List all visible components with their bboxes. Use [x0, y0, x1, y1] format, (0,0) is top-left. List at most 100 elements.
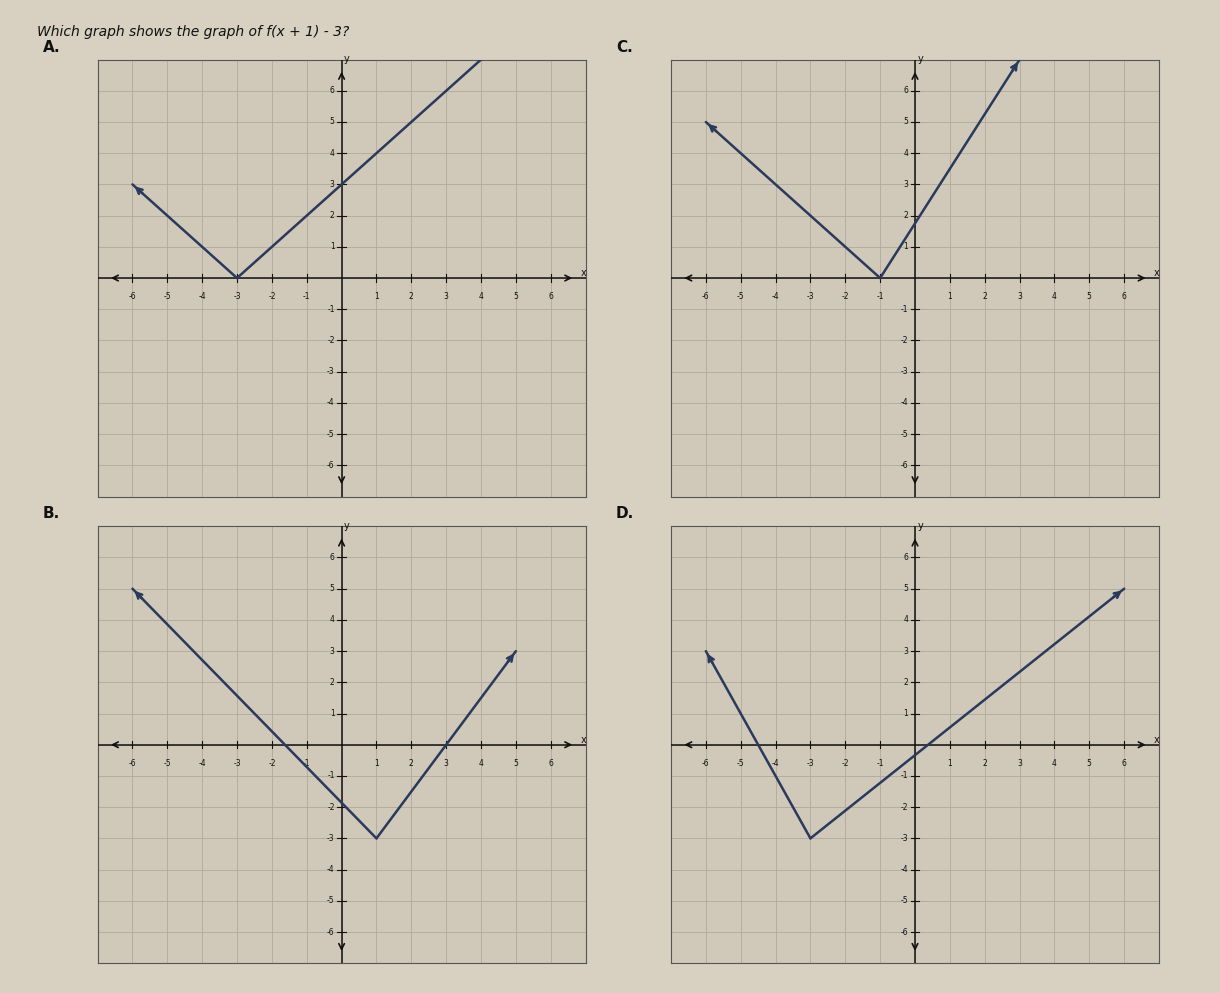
Text: -1: -1 — [303, 759, 311, 768]
Text: -1: -1 — [327, 772, 334, 780]
Text: A.: A. — [43, 40, 60, 55]
Text: -1: -1 — [327, 305, 334, 314]
Text: 2: 2 — [329, 212, 334, 220]
Text: 3: 3 — [903, 646, 908, 655]
Text: y: y — [917, 521, 924, 531]
Text: -3: -3 — [900, 367, 908, 376]
Text: -6: -6 — [900, 927, 908, 936]
Text: -1: -1 — [900, 305, 908, 314]
Text: 6: 6 — [548, 292, 553, 301]
Text: 4: 4 — [903, 149, 908, 158]
Text: -4: -4 — [199, 292, 206, 301]
Text: 3: 3 — [329, 180, 334, 189]
Text: -3: -3 — [233, 759, 240, 768]
Text: -2: -2 — [900, 336, 908, 345]
Text: 6: 6 — [903, 86, 908, 95]
Text: 6: 6 — [1121, 292, 1126, 301]
Text: -5: -5 — [737, 759, 744, 768]
Text: -2: -2 — [842, 292, 849, 301]
Text: 5: 5 — [514, 759, 518, 768]
Text: -2: -2 — [268, 759, 276, 768]
Text: 3: 3 — [444, 292, 449, 301]
Text: y: y — [344, 521, 350, 531]
Text: D.: D. — [616, 506, 634, 521]
Text: -2: -2 — [268, 292, 276, 301]
Text: x: x — [581, 268, 586, 278]
Text: 2: 2 — [903, 212, 908, 220]
Text: -4: -4 — [327, 398, 334, 407]
Text: 1: 1 — [329, 709, 334, 718]
Text: x: x — [1154, 735, 1159, 745]
Text: -1: -1 — [876, 292, 884, 301]
Text: -6: -6 — [702, 292, 710, 301]
Text: -4: -4 — [900, 865, 908, 874]
Text: 5: 5 — [1087, 292, 1092, 301]
Text: 5: 5 — [903, 117, 908, 126]
Text: 1: 1 — [329, 242, 334, 251]
Text: -3: -3 — [327, 367, 334, 376]
Text: -1: -1 — [876, 759, 884, 768]
Text: 5: 5 — [514, 292, 518, 301]
Text: 4: 4 — [329, 616, 334, 625]
Text: -2: -2 — [900, 802, 908, 811]
Text: -5: -5 — [900, 430, 908, 439]
Text: 4: 4 — [903, 616, 908, 625]
Text: -4: -4 — [772, 759, 780, 768]
Text: -4: -4 — [900, 398, 908, 407]
Text: 4: 4 — [329, 149, 334, 158]
Text: 3: 3 — [1017, 292, 1022, 301]
Text: 5: 5 — [329, 584, 334, 593]
Text: -3: -3 — [806, 759, 814, 768]
Text: y: y — [344, 55, 350, 65]
Text: 2: 2 — [409, 759, 414, 768]
Text: y: y — [917, 55, 924, 65]
Text: 3: 3 — [444, 759, 449, 768]
Text: -2: -2 — [327, 336, 334, 345]
Text: 5: 5 — [329, 117, 334, 126]
Text: -3: -3 — [233, 292, 240, 301]
Text: 4: 4 — [1052, 292, 1057, 301]
Text: -6: -6 — [128, 292, 137, 301]
Text: -6: -6 — [702, 759, 710, 768]
Text: -2: -2 — [842, 759, 849, 768]
Text: 2: 2 — [982, 292, 987, 301]
Text: 3: 3 — [329, 646, 334, 655]
Text: x: x — [581, 735, 586, 745]
Text: 6: 6 — [329, 86, 334, 95]
Text: -3: -3 — [327, 834, 334, 843]
Text: 1: 1 — [375, 759, 379, 768]
Text: -3: -3 — [900, 834, 908, 843]
Text: -1: -1 — [900, 772, 908, 780]
Text: 6: 6 — [548, 759, 553, 768]
Text: -6: -6 — [128, 759, 137, 768]
Text: -6: -6 — [327, 927, 334, 936]
Text: x: x — [1154, 268, 1159, 278]
Text: 3: 3 — [903, 180, 908, 189]
Text: 1: 1 — [375, 292, 379, 301]
Text: -5: -5 — [163, 759, 171, 768]
Text: -5: -5 — [327, 897, 334, 906]
Text: -4: -4 — [327, 865, 334, 874]
Text: 6: 6 — [1121, 759, 1126, 768]
Text: 4: 4 — [478, 292, 483, 301]
Text: -6: -6 — [327, 461, 334, 470]
Text: 1: 1 — [948, 759, 953, 768]
Text: 6: 6 — [329, 553, 334, 562]
Text: 5: 5 — [1087, 759, 1092, 768]
Text: -5: -5 — [900, 897, 908, 906]
Text: -4: -4 — [199, 759, 206, 768]
Text: 3: 3 — [1017, 759, 1022, 768]
Text: C.: C. — [616, 40, 633, 55]
Text: -5: -5 — [163, 292, 171, 301]
Text: -6: -6 — [900, 461, 908, 470]
Text: -4: -4 — [772, 292, 780, 301]
Text: 2: 2 — [329, 678, 334, 687]
Text: B.: B. — [43, 506, 60, 521]
Text: 2: 2 — [903, 678, 908, 687]
Text: -1: -1 — [303, 292, 311, 301]
Text: -2: -2 — [327, 802, 334, 811]
Text: -5: -5 — [327, 430, 334, 439]
Text: -3: -3 — [806, 292, 814, 301]
Text: 4: 4 — [478, 759, 483, 768]
Text: 2: 2 — [409, 292, 414, 301]
